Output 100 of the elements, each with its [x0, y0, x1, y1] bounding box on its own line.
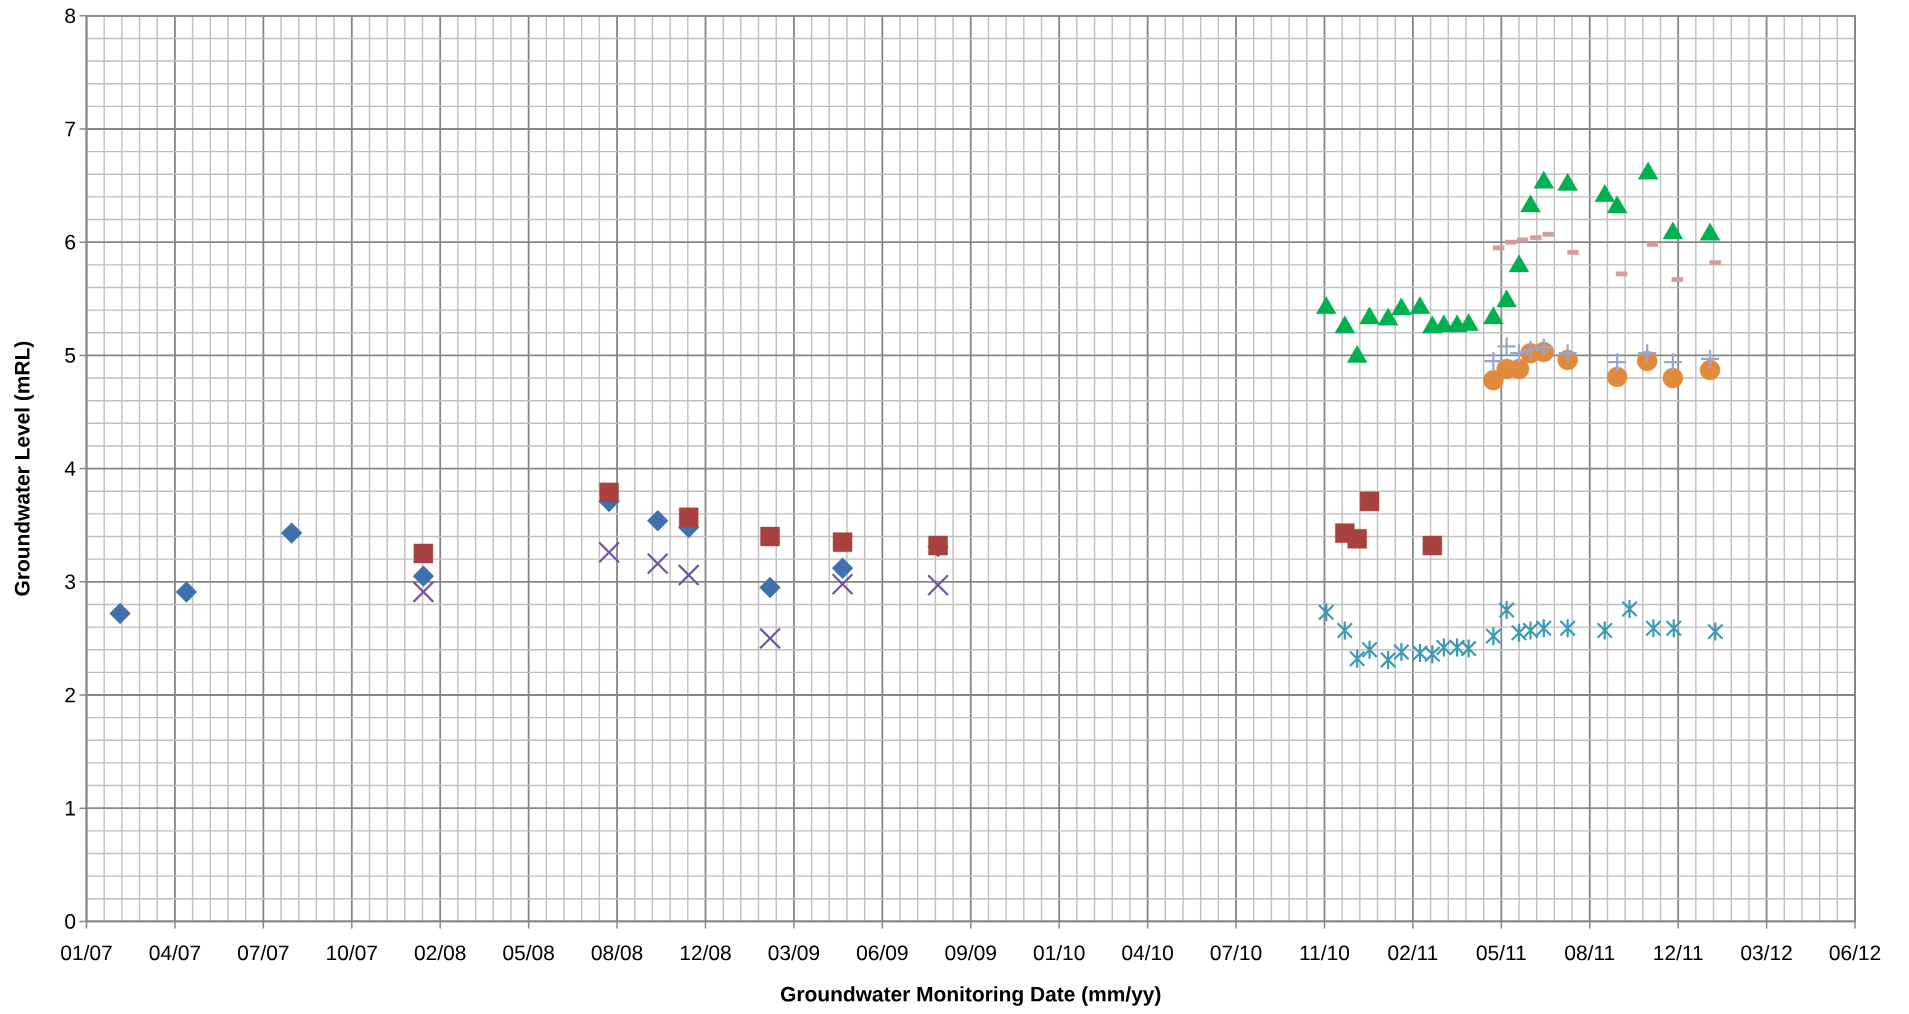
point [1460, 638, 1477, 659]
x-tick-label: 06/09 [856, 944, 908, 961]
point [1520, 194, 1541, 213]
point [1391, 297, 1412, 316]
point [1510, 622, 1528, 643]
y-tick-label: 3 [65, 574, 76, 590]
point [1393, 641, 1410, 663]
x-tick-label: 05/11 [1476, 944, 1526, 961]
point [413, 543, 434, 564]
x-tick-label: 06/12 [1829, 944, 1881, 961]
point [1483, 350, 1504, 372]
point [1699, 359, 1721, 381]
x-tick-label: 01/07 [61, 944, 112, 961]
point [1435, 637, 1453, 658]
point [1359, 306, 1380, 325]
point [1707, 621, 1724, 642]
point [1559, 618, 1576, 639]
point [1347, 345, 1368, 363]
point [1557, 343, 1578, 364]
point [412, 565, 435, 587]
point [1508, 254, 1530, 273]
y-axis-title: Groundwater Level (mRL) [14, 341, 34, 596]
point [280, 522, 303, 544]
point [1359, 491, 1380, 512]
y-tick-label: 2 [65, 687, 75, 703]
point [1665, 618, 1683, 639]
x-tick-label: 10/07 [327, 944, 377, 961]
point [1377, 307, 1399, 326]
point [109, 602, 131, 625]
point [1607, 195, 1628, 214]
point [1594, 184, 1615, 202]
point [1498, 600, 1515, 621]
point [677, 564, 700, 586]
point [1348, 648, 1366, 669]
x-tick-label: 04/07 [149, 944, 201, 961]
point [1411, 643, 1429, 664]
point [1596, 620, 1614, 641]
x-tick-label: 02/08 [414, 944, 466, 961]
x-axis-title: Groundwater Monitoring Date (mm/yy) [780, 986, 1161, 1006]
point [831, 557, 854, 579]
point [1535, 618, 1553, 639]
point [1645, 618, 1662, 639]
point [1522, 620, 1539, 641]
point [1637, 343, 1658, 364]
point [1606, 366, 1628, 388]
y-tick-label: 7 [65, 121, 75, 137]
point [759, 576, 781, 599]
x-tick-label: 01/10 [1033, 944, 1085, 961]
y-tick-label: 8 [65, 8, 76, 24]
point [1409, 296, 1431, 315]
x-tick-label: 09/09 [945, 944, 996, 961]
x-tick-label: 07/10 [1210, 944, 1262, 961]
point [927, 574, 950, 597]
point [1334, 315, 1355, 334]
point [1422, 535, 1443, 556]
point [1699, 348, 1721, 369]
point [175, 581, 198, 603]
point [1699, 222, 1721, 241]
point [1496, 289, 1517, 308]
point [759, 627, 782, 650]
point [1485, 626, 1502, 647]
point [1483, 370, 1504, 391]
point [1533, 170, 1554, 189]
point [1424, 644, 1441, 665]
x-tick-label: 08/08 [591, 944, 643, 961]
point [647, 510, 669, 532]
point [1621, 598, 1638, 620]
point [1379, 649, 1397, 671]
point [598, 541, 621, 564]
point [760, 526, 780, 547]
x-tick-label: 12/08 [680, 944, 731, 961]
x-tick-label: 03/09 [768, 944, 820, 961]
y-tick-label: 6 [65, 234, 76, 250]
point [1336, 620, 1354, 641]
x-tick-label: 08/11 [1565, 944, 1615, 961]
y-tick-label: 1 [65, 801, 75, 816]
point [831, 573, 854, 596]
point [832, 532, 853, 552]
point [1533, 337, 1554, 358]
point [412, 580, 435, 603]
point [1662, 221, 1684, 240]
point [678, 507, 699, 527]
point [1316, 296, 1337, 315]
x-tick-label: 11/10 [1300, 944, 1350, 961]
y-tick-label: 0 [65, 913, 76, 929]
point [646, 552, 669, 575]
point [1607, 352, 1628, 373]
x-tick-label: 05/08 [503, 944, 554, 961]
y-tick-label: 4 [64, 461, 76, 476]
point [1483, 306, 1504, 325]
point [1557, 173, 1578, 191]
y-tick-label: 5 [65, 348, 76, 363]
point [1317, 602, 1335, 623]
point [1662, 352, 1683, 373]
x-tick-label: 12/11 [1654, 944, 1703, 961]
point [1662, 367, 1684, 389]
x-tick-label: 03/12 [1741, 944, 1792, 961]
point [1448, 637, 1466, 658]
x-tick-label: 04/10 [1122, 944, 1173, 961]
x-tick-label: 02/11 [1388, 944, 1438, 961]
